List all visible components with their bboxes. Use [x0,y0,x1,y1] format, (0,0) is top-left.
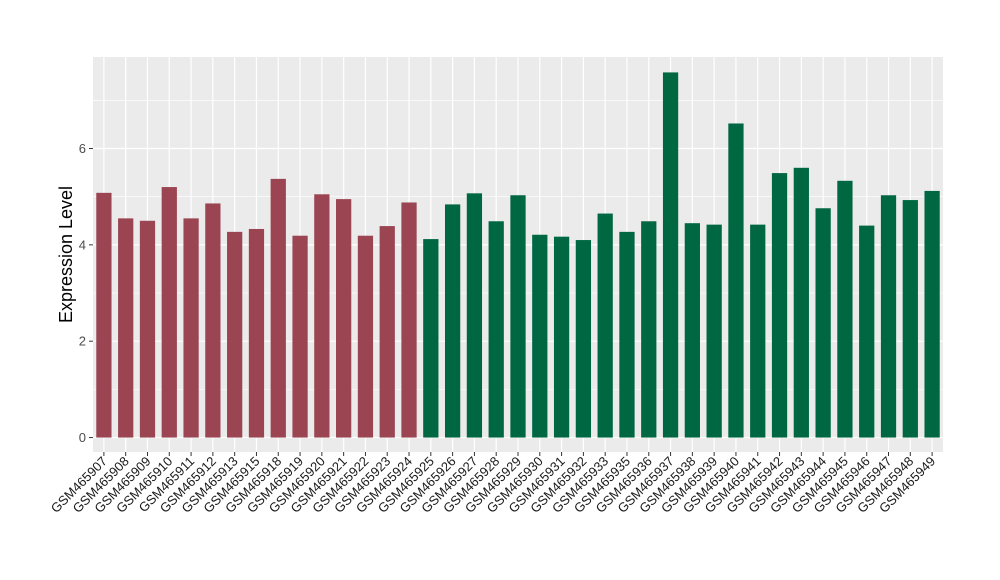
bar-GSM465927 [466,193,483,438]
bar-GSM465949 [924,190,940,438]
bar-GSM465947 [880,195,897,438]
bar-GSM465928 [488,221,504,438]
bar-GSM465942 [771,173,788,438]
bar-GSM465920 [314,194,330,438]
bar-GSM465929 [510,195,526,438]
bar-GSM465910 [161,187,177,438]
bar-GSM465932 [575,240,592,438]
bar-GSM465908 [118,218,134,438]
bar-GSM465930 [532,234,548,438]
bar-GSM465922 [357,235,374,438]
y-tick-label: 6 [79,141,86,156]
x-axis: GSM465907GSM465908GSM465909GSM465910GSM4… [48,452,938,516]
y-tick-label: 0 [79,430,86,445]
bar-GSM465915 [248,228,265,438]
bar-GSM465921 [336,199,352,438]
bar-GSM465913 [227,231,243,438]
bar-GSM465926 [444,204,461,438]
bar-GSM465936 [641,221,657,438]
bar-GSM465931 [553,236,570,438]
y-axis: 0 2 4 6 [79,141,93,445]
bars [96,72,940,438]
bar-GSM465941 [750,224,766,438]
bar-GSM465938 [684,223,700,438]
y-axis-title: Expression Level [56,186,76,323]
bar-GSM465935 [619,231,635,438]
bar-GSM465924 [401,202,417,438]
bar-GSM465909 [139,220,156,438]
y-tick-label: 2 [79,334,86,349]
bar-GSM465940 [728,123,744,438]
bar-GSM465939 [706,224,722,438]
bar-GSM465946 [859,225,875,438]
bar-GSM465933 [597,213,613,438]
bar-GSM465912 [205,203,221,438]
bar-GSM465923 [379,226,395,438]
bar-GSM465907 [96,192,112,438]
bar-GSM465948 [902,200,918,438]
bar-GSM465918 [270,178,286,438]
bar-GSM465944 [815,208,831,438]
bar-GSM465911 [183,218,199,438]
bar-GSM465945 [837,180,853,438]
bar-GSM465937 [662,72,679,438]
y-tick-label: 4 [79,237,86,252]
bar-GSM465943 [793,167,809,438]
bar-GSM465925 [423,239,439,438]
bar-GSM465919 [292,235,308,438]
